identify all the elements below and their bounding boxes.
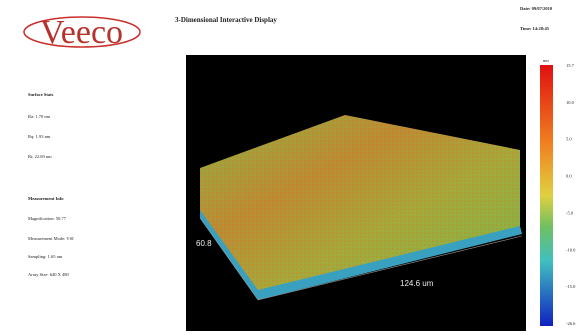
axis-label: 60.8 [196, 239, 212, 248]
stat: Ra: 1.70 nm [28, 114, 51, 119]
colorbar-label: 5.0 [566, 137, 572, 142]
stat: Rq: 1.93 nm [28, 134, 51, 139]
time: Time: 14:28:45 [520, 26, 550, 31]
info: Array Size: 640 X 480 [28, 272, 69, 277]
section-heading: Measurement Info [28, 196, 64, 201]
colorbar-unit: nm [543, 58, 549, 63]
date: Date: 09/07/2010 [520, 6, 553, 11]
page: Veeco 3-Dimensional Interactive Display … [0, 0, 585, 335]
info: Magnification: 50.77 [28, 216, 67, 221]
colorbar-label: 0.0 [566, 174, 572, 179]
stat: Rt: 22.69 nm [28, 154, 52, 159]
colorbar-label: -5.0 [566, 210, 574, 215]
axis-label: 124.6 um [400, 279, 434, 288]
page-title: 3-Dimensional Interactive Display [175, 16, 277, 24]
info: Measurement Mode: VSI [28, 236, 74, 241]
colorbar-label: 15.7 [566, 63, 575, 68]
colorbar-label: -10.0 [566, 247, 576, 252]
colorbar-label: -15.0 [566, 284, 576, 289]
colorbar [540, 65, 553, 326]
section-heading: Surface Stats [28, 92, 54, 97]
logo: Veeco [40, 14, 123, 51]
colorbar-label: 10.0 [566, 100, 575, 105]
colorbar-label: -26.6 [566, 321, 576, 326]
info: Sampling: 1.65 um [28, 254, 63, 259]
